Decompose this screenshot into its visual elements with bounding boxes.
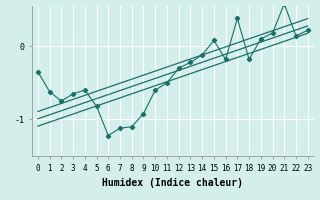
X-axis label: Humidex (Indice chaleur): Humidex (Indice chaleur)	[102, 178, 243, 188]
